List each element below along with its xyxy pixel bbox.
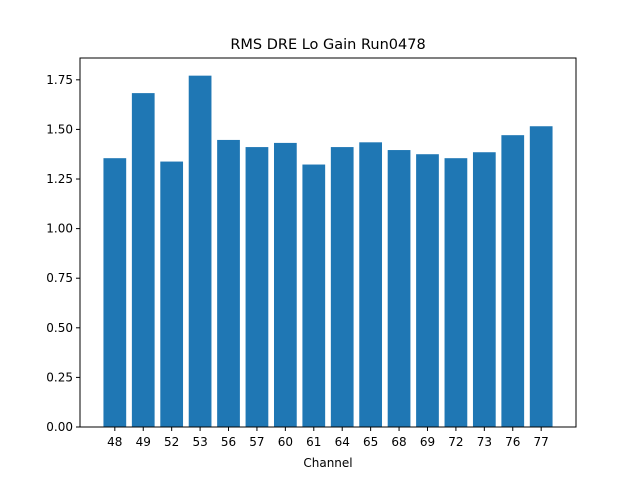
y-tick-label: 0.25 <box>46 370 73 384</box>
y-axis: 0.00 0.25 0.50 0.75 1.00 1.25 1.50 1.75 <box>46 73 80 434</box>
bar-52 <box>160 161 184 428</box>
bar-77 <box>529 126 553 427</box>
y-tick-label: 0.00 <box>46 420 73 434</box>
bar-56 <box>217 139 240 427</box>
bar-53 <box>188 75 212 428</box>
y-tick-label: 1.50 <box>46 122 73 136</box>
x-tick-label: 61 <box>306 435 321 449</box>
bar-76 <box>501 135 525 427</box>
bar-48 <box>103 158 127 427</box>
x-tick-label: 53 <box>192 435 207 449</box>
x-tick-label: 60 <box>278 435 293 449</box>
plot-frame <box>79 57 577 428</box>
chart-title: RMS DRE Lo Gain Run0478 <box>230 37 425 53</box>
x-tick-label: 48 <box>107 435 122 449</box>
bar-49 <box>131 93 155 428</box>
bars-group <box>103 75 553 428</box>
x-tick-label: 68 <box>391 435 406 449</box>
x-tick-label: 77 <box>534 435 549 449</box>
x-axis: 48 49 52 53 56 57 60 61 64 65 68 69 72 73 76 77 <box>107 427 549 449</box>
x-tick-label: 57 <box>249 435 264 449</box>
y-tick-label: 1.75 <box>46 73 73 87</box>
bar-61 <box>302 164 326 427</box>
bar-60 <box>273 142 297 428</box>
x-tick-label: 65 <box>363 435 378 449</box>
x-tick-label: 76 <box>505 435 520 449</box>
x-tick-label: 64 <box>335 435 350 449</box>
bar-72 <box>444 158 468 427</box>
x-tick-label: 73 <box>477 435 492 449</box>
y-tick-label: 1.25 <box>46 172 73 186</box>
x-tick-label: 72 <box>448 435 463 449</box>
y-tick-label: 0.75 <box>46 271 73 285</box>
x-tick-label: 49 <box>136 435 151 449</box>
bar-64 <box>330 147 354 427</box>
bar-69 <box>416 154 439 427</box>
x-tick-label: 56 <box>221 435 236 449</box>
x-tick-label: 52 <box>164 435 179 449</box>
bar-57 <box>245 147 269 427</box>
x-tick-label: 69 <box>420 435 435 449</box>
bar-68 <box>387 150 411 427</box>
x-axis-label: Channel <box>303 456 352 470</box>
y-tick-label: 1.00 <box>46 222 73 236</box>
bar-65 <box>359 142 383 427</box>
bar-73 <box>472 152 496 427</box>
y-tick-label: 0.50 <box>46 321 73 335</box>
